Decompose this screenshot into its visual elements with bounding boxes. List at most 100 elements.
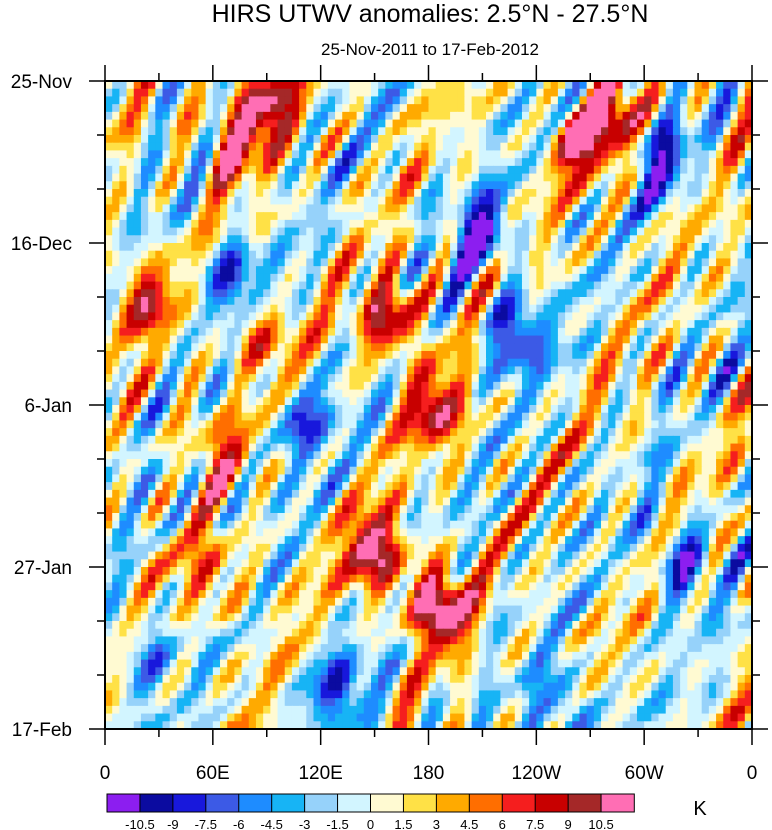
heatmap-cell [148, 266, 156, 275]
heatmap-cell [342, 428, 351, 437]
heatmap-cell [672, 127, 681, 136]
heatmap-cell [349, 158, 358, 167]
heatmap-cell [241, 235, 250, 244]
anomaly-heatmap [105, 81, 752, 729]
heatmap-cell [428, 204, 437, 213]
heatmap-cell [428, 142, 437, 152]
heatmap-cell [270, 335, 279, 344]
heatmap-cell [212, 289, 221, 298]
heatmap-cell [708, 281, 717, 290]
heatmap-cell [176, 497, 185, 506]
heatmap-cell [255, 297, 264, 306]
heatmap-cell [622, 443, 631, 452]
heatmap-cell [140, 243, 149, 252]
heatmap-cell [263, 489, 271, 499]
heatmap-cell [622, 204, 631, 213]
heatmap-cell [579, 119, 588, 128]
heatmap-cell [349, 381, 358, 391]
heatmap-cell [428, 497, 437, 506]
heatmap-cell [672, 281, 681, 290]
heatmap-cell [658, 405, 667, 414]
heatmap-cell [212, 281, 221, 290]
heatmap-cell [248, 181, 257, 190]
heatmap-cell [126, 428, 135, 437]
heatmap-cell [529, 250, 537, 260]
heatmap-cell [493, 266, 501, 275]
heatmap-cell [572, 489, 581, 499]
heatmap-cell [299, 96, 307, 105]
heatmap-cell [291, 173, 300, 182]
heatmap-cell [521, 119, 530, 128]
heatmap-cell [464, 297, 473, 306]
heatmap-cell [148, 304, 156, 314]
heatmap-cell [119, 250, 128, 260]
heatmap-cell [593, 435, 602, 445]
heatmap-cell [615, 358, 624, 368]
heatmap-cell [615, 366, 624, 375]
heatmap-cell [615, 243, 624, 252]
heatmap-cell [615, 173, 624, 182]
heatmap-cell [385, 173, 394, 182]
heatmap-cell [450, 451, 458, 460]
heatmap-cell [716, 250, 724, 260]
heatmap-cell [687, 412, 696, 422]
heatmap-cell [658, 443, 667, 452]
heatmap-cell [306, 482, 315, 491]
heatmap-cell [335, 119, 343, 128]
heatmap-cell [234, 88, 243, 98]
heatmap-cell [529, 320, 537, 329]
heatmap-cell [133, 397, 142, 406]
heatmap-cell [169, 420, 178, 429]
heatmap-cell [385, 158, 394, 167]
heatmap-cell [342, 273, 351, 283]
heatmap-cell [428, 320, 437, 329]
heatmap-cell [140, 312, 149, 321]
heatmap-cell [457, 405, 466, 414]
heatmap-cell [421, 459, 430, 468]
heatmap-cell [248, 119, 257, 128]
heatmap-cell [514, 459, 523, 468]
heatmap-cell [212, 96, 221, 105]
heatmap-cell [442, 412, 451, 422]
heatmap-cell [176, 250, 185, 260]
heatmap-cell [255, 142, 264, 152]
heatmap-cell [565, 204, 573, 213]
heatmap-cell [335, 489, 343, 499]
heatmap-cell [450, 88, 458, 98]
heatmap-cell [227, 412, 235, 422]
heatmap-cell [723, 428, 732, 437]
heatmap-cell [320, 235, 329, 244]
heatmap-cell [442, 111, 451, 121]
heatmap-cell [708, 142, 717, 152]
heatmap-cell [241, 88, 250, 98]
heatmap-cell [169, 173, 178, 182]
heatmap-cell [744, 135, 752, 144]
heatmap-cell [572, 397, 581, 406]
heatmap-cell [687, 405, 696, 414]
heatmap-cell [708, 165, 717, 175]
heatmap-cell [320, 81, 329, 90]
heatmap-cell [105, 428, 113, 437]
heatmap-cell [730, 127, 739, 136]
heatmap-cell [414, 489, 422, 499]
heatmap-cell [629, 343, 638, 352]
heatmap-cell [306, 212, 315, 221]
heatmap-cell [644, 381, 652, 391]
heatmap-cell [493, 297, 501, 306]
heatmap-cell [586, 119, 595, 128]
heatmap-cell [169, 142, 178, 152]
heatmap-cell [486, 443, 494, 452]
heatmap-cell [723, 243, 732, 252]
heatmap-cell [442, 451, 451, 460]
heatmap-cell [514, 266, 523, 275]
heatmap-cell [370, 88, 379, 98]
heatmap-cell [593, 158, 602, 167]
heatmap-cell [327, 320, 336, 329]
heatmap-cell [342, 474, 351, 483]
heatmap-cell [234, 212, 243, 221]
heatmap-cell [220, 428, 228, 437]
heatmap-cell [622, 250, 631, 260]
heatmap-cell [148, 150, 156, 159]
heatmap-cell [378, 374, 386, 383]
heatmap-cell [701, 281, 710, 290]
